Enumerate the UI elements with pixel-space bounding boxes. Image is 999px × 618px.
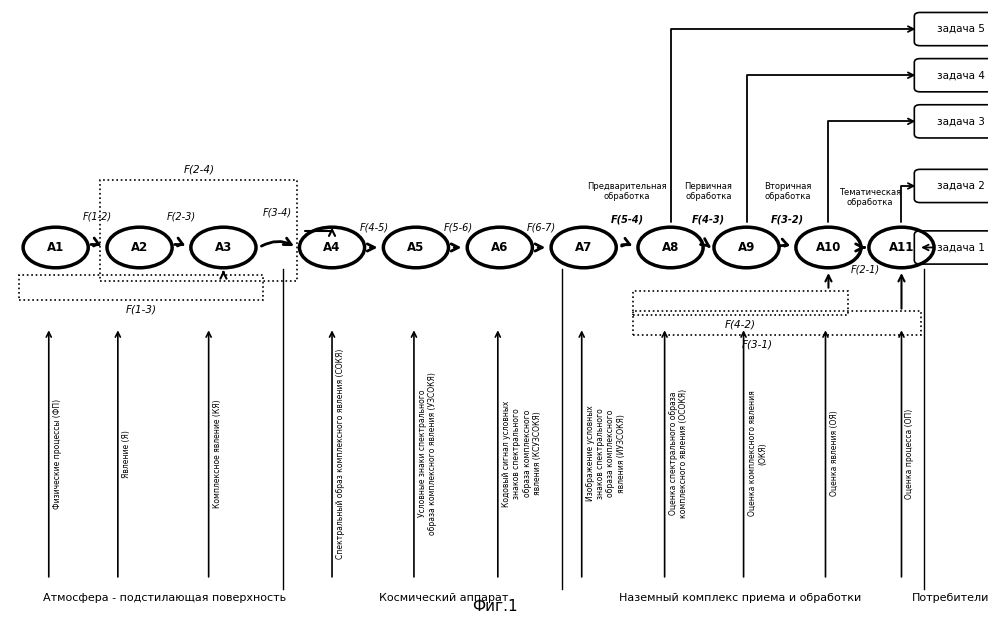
Text: A8: A8 [662, 241, 679, 254]
Text: задача 2: задача 2 [937, 181, 985, 191]
Text: A1: A1 [47, 241, 64, 254]
Text: Комплексное явление (КЯ): Комплексное явление (КЯ) [213, 399, 222, 508]
Text: Условные знаки спектрального
образа комплексного явления (УЗСОКЯ): Условные знаки спектрального образа комп… [418, 372, 438, 535]
Text: A10: A10 [816, 241, 841, 254]
Text: F(3-2): F(3-2) [771, 214, 804, 224]
Text: задача 1: задача 1 [937, 242, 985, 253]
Text: F(5-6): F(5-6) [444, 222, 473, 232]
Text: Вторичная
обработка: Вторичная обработка [764, 182, 811, 201]
Text: Спектральный образ комплексного явления (СОКЯ): Спектральный образ комплексного явления … [336, 349, 345, 559]
Text: Оценка спектрального образа
комплексного явления (ОСОКЯ): Оценка спектрального образа комплексного… [668, 389, 688, 518]
Text: A2: A2 [131, 241, 148, 254]
Text: Первичная
обработка: Первичная обработка [684, 182, 732, 201]
Text: F(4-2): F(4-2) [725, 320, 756, 329]
Text: Тематическая
обработка: Тематическая обработка [839, 188, 901, 208]
Text: задача 4: задача 4 [937, 70, 985, 80]
Text: задача 5: задача 5 [937, 24, 985, 34]
Text: Кодовый сигнал условных
знаков спектрального
образа комплексного
явления (КСУЗСО: Кодовый сигнал условных знаков спектраль… [501, 400, 542, 507]
Text: Фиг.1: Фиг.1 [473, 599, 517, 614]
Text: F(1-2): F(1-2) [83, 211, 112, 222]
Text: A9: A9 [738, 241, 755, 254]
Text: A6: A6 [492, 241, 508, 254]
Text: F(3-1): F(3-1) [742, 339, 773, 349]
Text: F(3-4): F(3-4) [263, 208, 293, 218]
Text: Предварительная
обработка: Предварительная обработка [587, 182, 667, 201]
Text: F(2-3): F(2-3) [167, 211, 196, 222]
Text: F(1-3): F(1-3) [126, 305, 157, 315]
Text: F(6-7): F(6-7) [527, 222, 556, 232]
Text: Явление (Я): Явление (Я) [122, 430, 131, 478]
Text: A5: A5 [408, 241, 425, 254]
Text: A3: A3 [215, 241, 232, 254]
Text: F(5-4): F(5-4) [610, 214, 643, 224]
Text: Потребители: Потребители [912, 593, 990, 603]
Text: F(4-3): F(4-3) [692, 214, 725, 224]
Text: Атмосфера - подстилающая поверхность: Атмосфера - подстилающая поверхность [43, 593, 286, 603]
Text: Наземный комплекс приема и обработки: Наземный комплекс приема и обработки [618, 593, 861, 603]
Text: Оценка явления (ОЯ): Оценка явления (ОЯ) [829, 411, 838, 496]
Text: F(4-5): F(4-5) [360, 222, 389, 232]
Text: Оценка процесса (ОП): Оценка процесса (ОП) [905, 408, 914, 499]
Text: F(2-4): F(2-4) [183, 165, 214, 175]
Text: A4: A4 [324, 241, 341, 254]
Text: Оценка комплексного явления
(ОКЯ): Оценка комплексного явления (ОКЯ) [747, 391, 767, 517]
Text: Космический аппарат: Космический аппарат [379, 593, 508, 603]
Text: A11: A11 [889, 241, 914, 254]
Text: F(2-1): F(2-1) [850, 265, 879, 275]
Text: A7: A7 [575, 241, 592, 254]
Text: Физические процессы (ФП): Физические процессы (ФП) [53, 399, 62, 509]
Text: задача 3: задача 3 [937, 116, 985, 126]
Text: Изображение условных
знаков спектрального
образа комплексного
явления (ИУЗСОКЯ): Изображение условных знаков спектральног… [585, 405, 625, 501]
